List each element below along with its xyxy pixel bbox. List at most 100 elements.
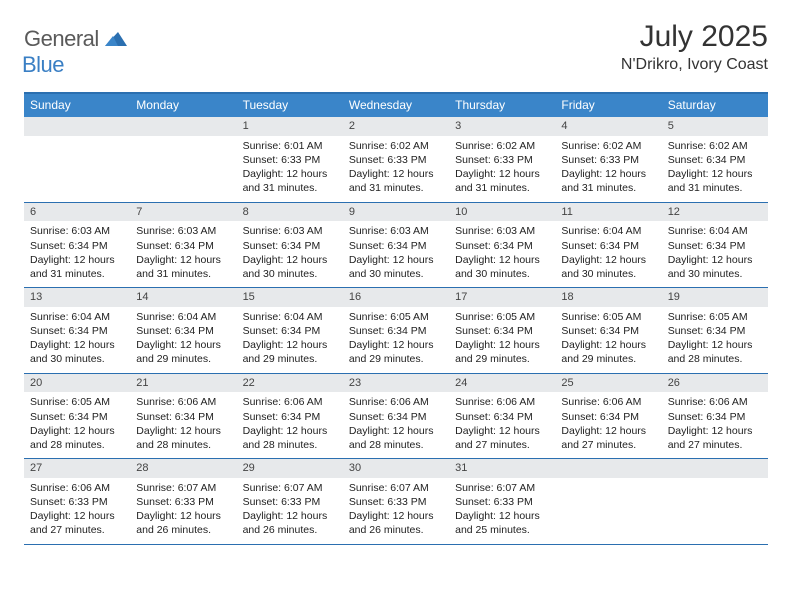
day-number xyxy=(24,117,130,136)
daylight-line-1: Daylight: 12 hours xyxy=(668,167,762,181)
day-number: 30 xyxy=(343,459,449,478)
day-number: 1 xyxy=(237,117,343,136)
daylight-line-2: and 29 minutes. xyxy=(136,352,230,366)
title-block: July 2025 N'Drikro, Ivory Coast xyxy=(621,20,768,74)
day-body: Sunrise: 6:04 AMSunset: 6:34 PMDaylight:… xyxy=(662,221,768,287)
sunset-line: Sunset: 6:34 PM xyxy=(30,410,124,424)
sunrise-line: Sunrise: 6:01 AM xyxy=(243,139,337,153)
sunset-line: Sunset: 6:34 PM xyxy=(455,324,549,338)
day-cell: 6Sunrise: 6:03 AMSunset: 6:34 PMDaylight… xyxy=(24,203,130,288)
sunset-line: Sunset: 6:34 PM xyxy=(136,324,230,338)
daylight-line-2: and 27 minutes. xyxy=(30,523,124,537)
daylight-line-1: Daylight: 12 hours xyxy=(30,509,124,523)
sunrise-line: Sunrise: 6:06 AM xyxy=(136,395,230,409)
sunrise-line: Sunrise: 6:02 AM xyxy=(561,139,655,153)
day-body: Sunrise: 6:07 AMSunset: 6:33 PMDaylight:… xyxy=(130,478,236,544)
day-body: Sunrise: 6:03 AMSunset: 6:34 PMDaylight:… xyxy=(237,221,343,287)
daylight-line-2: and 29 minutes. xyxy=(455,352,549,366)
day-cell xyxy=(662,459,768,544)
daylight-line-2: and 29 minutes. xyxy=(243,352,337,366)
sunrise-line: Sunrise: 6:06 AM xyxy=(349,395,443,409)
daylight-line-2: and 29 minutes. xyxy=(349,352,443,366)
daylight-line-2: and 28 minutes. xyxy=(136,438,230,452)
day-body: Sunrise: 6:06 AMSunset: 6:34 PMDaylight:… xyxy=(130,392,236,458)
week-row: 13Sunrise: 6:04 AMSunset: 6:34 PMDayligh… xyxy=(24,288,768,374)
day-number: 21 xyxy=(130,374,236,393)
daylight-line-1: Daylight: 12 hours xyxy=(349,253,443,267)
daylight-line-2: and 25 minutes. xyxy=(455,523,549,537)
sunrise-line: Sunrise: 6:02 AM xyxy=(349,139,443,153)
sunrise-line: Sunrise: 6:04 AM xyxy=(668,224,762,238)
daylight-line-1: Daylight: 12 hours xyxy=(30,424,124,438)
sunset-line: Sunset: 6:34 PM xyxy=(668,239,762,253)
daylight-line-2: and 31 minutes. xyxy=(668,181,762,195)
day-cell: 11Sunrise: 6:04 AMSunset: 6:34 PMDayligh… xyxy=(555,203,661,288)
weekday-header: Tuesday xyxy=(237,94,343,117)
day-body xyxy=(130,136,236,194)
sunrise-line: Sunrise: 6:06 AM xyxy=(668,395,762,409)
sunset-line: Sunset: 6:34 PM xyxy=(561,324,655,338)
sunset-line: Sunset: 6:34 PM xyxy=(455,410,549,424)
day-cell: 16Sunrise: 6:05 AMSunset: 6:34 PMDayligh… xyxy=(343,288,449,373)
logo-text-blue: Blue xyxy=(22,52,64,77)
day-cell: 8Sunrise: 6:03 AMSunset: 6:34 PMDaylight… xyxy=(237,203,343,288)
day-number: 14 xyxy=(130,288,236,307)
daylight-line-1: Daylight: 12 hours xyxy=(668,253,762,267)
daylight-line-1: Daylight: 12 hours xyxy=(30,338,124,352)
sunrise-line: Sunrise: 6:06 AM xyxy=(30,481,124,495)
day-number: 25 xyxy=(555,374,661,393)
daylight-line-2: and 28 minutes. xyxy=(30,438,124,452)
sunrise-line: Sunrise: 6:03 AM xyxy=(30,224,124,238)
sunset-line: Sunset: 6:34 PM xyxy=(243,410,337,424)
day-number: 9 xyxy=(343,203,449,222)
daylight-line-1: Daylight: 12 hours xyxy=(136,253,230,267)
sunrise-line: Sunrise: 6:05 AM xyxy=(349,310,443,324)
calendar: Sunday Monday Tuesday Wednesday Thursday… xyxy=(24,92,768,545)
sunset-line: Sunset: 6:34 PM xyxy=(561,239,655,253)
daylight-line-2: and 30 minutes. xyxy=(349,267,443,281)
day-body: Sunrise: 6:06 AMSunset: 6:34 PMDaylight:… xyxy=(343,392,449,458)
daylight-line-2: and 28 minutes. xyxy=(349,438,443,452)
day-body: Sunrise: 6:03 AMSunset: 6:34 PMDaylight:… xyxy=(130,221,236,287)
day-cell: 26Sunrise: 6:06 AMSunset: 6:34 PMDayligh… xyxy=(662,374,768,459)
day-number: 18 xyxy=(555,288,661,307)
sunrise-line: Sunrise: 6:06 AM xyxy=(561,395,655,409)
sunrise-line: Sunrise: 6:03 AM xyxy=(349,224,443,238)
day-body: Sunrise: 6:06 AMSunset: 6:34 PMDaylight:… xyxy=(662,392,768,458)
sunrise-line: Sunrise: 6:04 AM xyxy=(136,310,230,324)
day-number: 29 xyxy=(237,459,343,478)
day-number: 22 xyxy=(237,374,343,393)
day-number: 16 xyxy=(343,288,449,307)
day-body xyxy=(662,478,768,536)
day-body: Sunrise: 6:01 AMSunset: 6:33 PMDaylight:… xyxy=(237,136,343,202)
day-cell: 28Sunrise: 6:07 AMSunset: 6:33 PMDayligh… xyxy=(130,459,236,544)
day-body: Sunrise: 6:05 AMSunset: 6:34 PMDaylight:… xyxy=(449,307,555,373)
day-cell: 14Sunrise: 6:04 AMSunset: 6:34 PMDayligh… xyxy=(130,288,236,373)
weekday-header: Thursday xyxy=(449,94,555,117)
sunset-line: Sunset: 6:33 PM xyxy=(30,495,124,509)
sunset-line: Sunset: 6:34 PM xyxy=(349,410,443,424)
day-number: 10 xyxy=(449,203,555,222)
day-number: 19 xyxy=(662,288,768,307)
day-cell xyxy=(130,117,236,202)
day-body: Sunrise: 6:04 AMSunset: 6:34 PMDaylight:… xyxy=(237,307,343,373)
day-number: 4 xyxy=(555,117,661,136)
daylight-line-2: and 31 minutes. xyxy=(349,181,443,195)
sunrise-line: Sunrise: 6:04 AM xyxy=(561,224,655,238)
day-cell: 25Sunrise: 6:06 AMSunset: 6:34 PMDayligh… xyxy=(555,374,661,459)
weekday-header: Monday xyxy=(130,94,236,117)
sunrise-line: Sunrise: 6:03 AM xyxy=(136,224,230,238)
sunset-line: Sunset: 6:34 PM xyxy=(668,153,762,167)
daylight-line-1: Daylight: 12 hours xyxy=(243,253,337,267)
day-cell: 9Sunrise: 6:03 AMSunset: 6:34 PMDaylight… xyxy=(343,203,449,288)
daylight-line-1: Daylight: 12 hours xyxy=(243,509,337,523)
sunrise-line: Sunrise: 6:03 AM xyxy=(455,224,549,238)
daylight-line-1: Daylight: 12 hours xyxy=(243,424,337,438)
sunset-line: Sunset: 6:34 PM xyxy=(561,410,655,424)
day-body: Sunrise: 6:05 AMSunset: 6:34 PMDaylight:… xyxy=(555,307,661,373)
day-body: Sunrise: 6:04 AMSunset: 6:34 PMDaylight:… xyxy=(130,307,236,373)
day-cell: 20Sunrise: 6:05 AMSunset: 6:34 PMDayligh… xyxy=(24,374,130,459)
daylight-line-2: and 30 minutes. xyxy=(668,267,762,281)
weekday-header: Saturday xyxy=(662,94,768,117)
day-number: 23 xyxy=(343,374,449,393)
